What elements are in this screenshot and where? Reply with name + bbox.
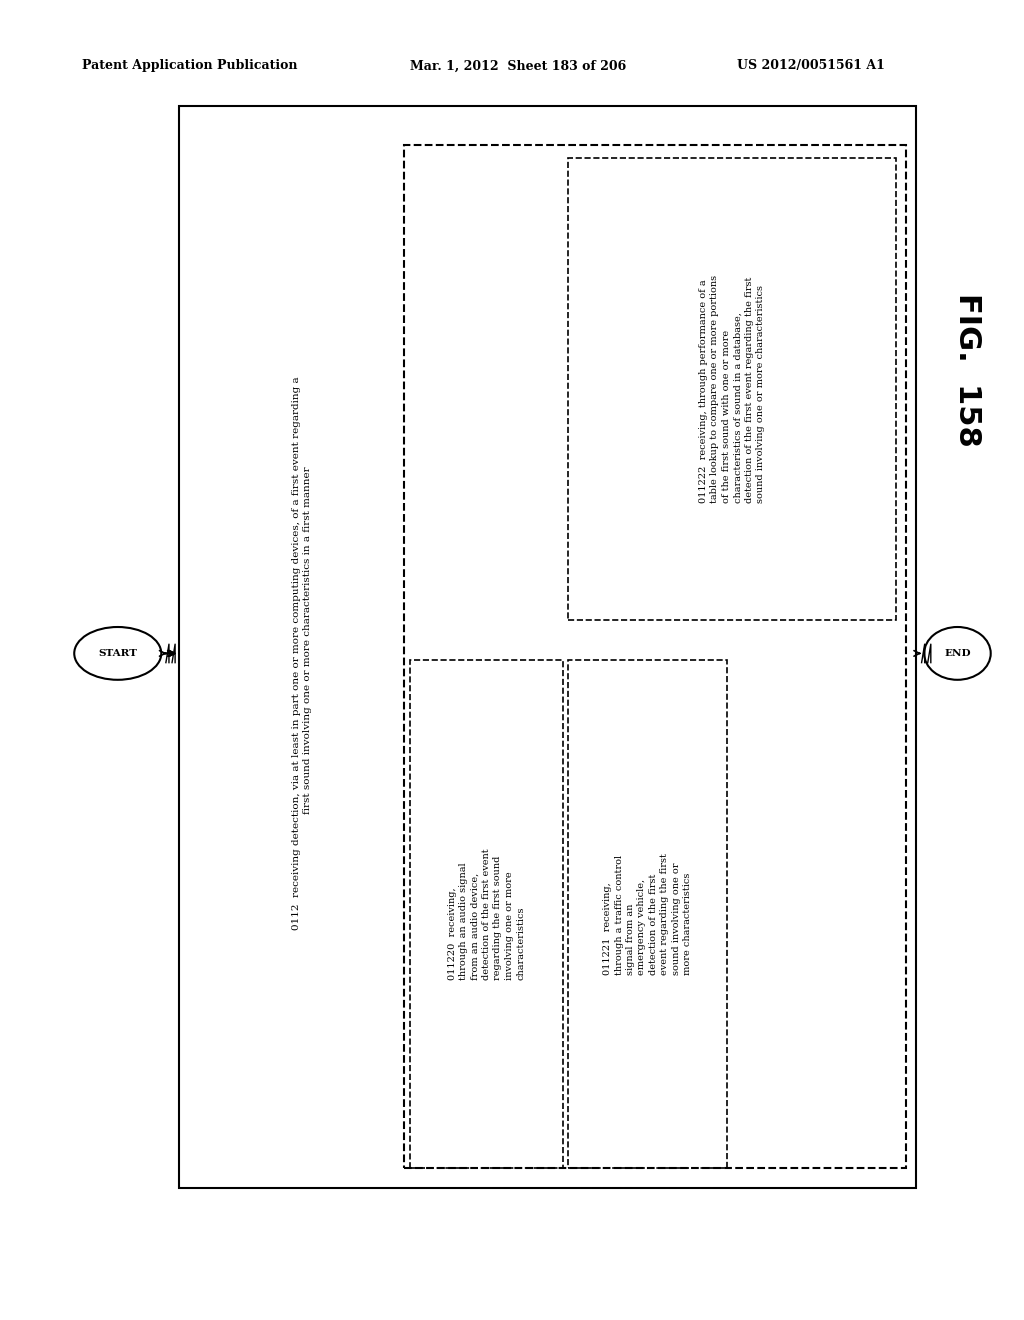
- Text: 0112  receiving detection, via at least in part one or more computing devices, o: 0112 receiving detection, via at least i…: [292, 376, 312, 931]
- Text: Mar. 1, 2012  Sheet 183 of 206: Mar. 1, 2012 Sheet 183 of 206: [410, 59, 626, 73]
- Bar: [179, 106, 916, 1188]
- Text: START: START: [98, 649, 137, 657]
- Text: END: END: [944, 649, 971, 657]
- Bar: [568, 158, 896, 620]
- Ellipse shape: [925, 627, 991, 680]
- Text: 011220  receiving,
through an audio signal
from an audio device,
detection of th: 011220 receiving, through an audio signa…: [447, 849, 525, 979]
- Text: FIG.  158: FIG. 158: [953, 293, 982, 446]
- Text: Patent Application Publication: Patent Application Publication: [82, 59, 297, 73]
- Bar: [410, 660, 563, 1168]
- Bar: [404, 145, 906, 1168]
- Text: US 2012/0051561 A1: US 2012/0051561 A1: [737, 59, 885, 73]
- Bar: [568, 660, 727, 1168]
- Text: 011222  receiving, through performance of a
table lookup to compare one or more : 011222 receiving, through performance of…: [699, 276, 765, 503]
- Text: 011221  receiving,
through a traffic control
signal from an
emergency vehicle,
d: 011221 receiving, through a traffic cont…: [603, 853, 692, 975]
- Ellipse shape: [75, 627, 162, 680]
